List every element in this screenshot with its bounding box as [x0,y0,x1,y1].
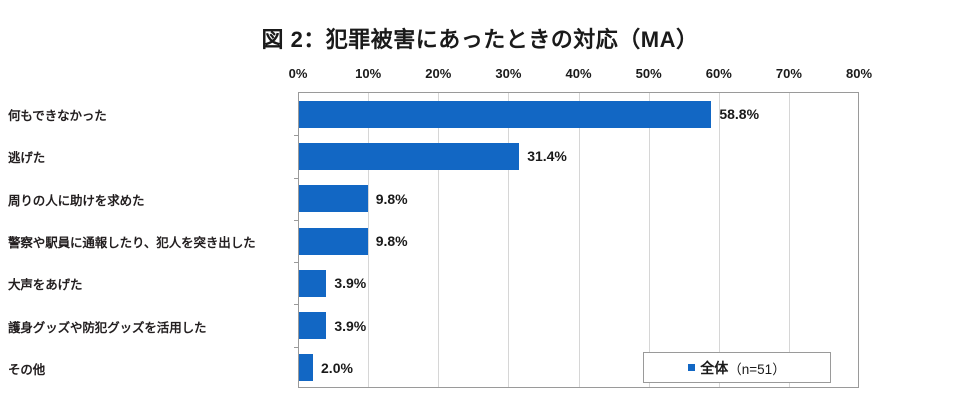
bar[interactable] [299,354,314,382]
category-label: 護身グッズや防犯グッズを活用した [8,320,207,335]
y-axis-tick [294,304,299,306]
bars-layer: 58.8% 31.4% 9.8% 9.8% 3.9% 3.9% 2.0% [294,93,858,387]
bar-row: 3.9% [299,269,858,297]
chart-legend: 全体 （n=51） [643,352,831,383]
bar-value-label: 3.9% [334,275,367,292]
legend-color-swatch-icon [688,364,696,371]
x-axis-tick-labels: 0% 10% 20% 30% 40% 50% 60% 70% 80% [0,66,960,84]
category-label: 警察や駅員に通報したり、犯人を突き出した [8,236,256,250]
x-tick-label: 0% [288,66,308,81]
bar-value-label: 9.8% [375,233,408,249]
bar-value-label: 2.0% [321,359,353,376]
bar-row: 9.8% [299,227,858,255]
bar-value-label: 9.8% [375,190,408,207]
legend-series-count: （n=51） [728,361,786,377]
bar[interactable] [299,312,327,340]
category-label: 大声をあげた [8,278,83,293]
bar-value-label: 31.4% [527,148,567,165]
x-tick-label: 70% [775,66,802,81]
legend-series-name: 全体 [700,359,729,376]
category-label: 周りの人に助けを求めた [8,193,145,208]
chart-title: 図 2：犯罪被害にあったときの対応（MA） [261,27,699,52]
bar[interactable] [299,142,520,170]
category-label: その他 [8,362,46,377]
bar[interactable] [299,227,368,255]
bar[interactable] [299,269,327,297]
bar-row: 3.9% [299,312,858,340]
x-tick-label: 80% [845,66,873,81]
x-tick-label: 30% [495,66,522,81]
bar-value-label: 3.9% [334,317,367,334]
bar[interactable] [299,185,368,213]
bar-row: 9.8% [299,185,858,213]
bar-row: 2.0% [299,354,858,382]
bar-row: 31.4% [299,142,858,170]
category-label: 何もできなかった [8,109,107,124]
x-tick-label: 20% [425,66,452,81]
category-label: 逃げた [8,151,46,166]
y-axis-tick [294,219,299,221]
y-axis-tick [294,346,299,348]
bar[interactable] [299,100,712,128]
category-axis-labels: 何もできなかった 逃げた周りの人に助けを求めた警察や駅員に通報したり、犯人を突き出… [0,92,292,388]
y-axis-tick [294,135,299,137]
x-tick-label: 10% [355,66,382,81]
plot-area: 58.8% 31.4% 9.8% 9.8% 3.9% 3.9% 2.0% [294,92,859,388]
x-tick-label: 60% [705,66,732,81]
x-tick-label: 50% [635,66,662,81]
bar-value-label: 58.8% [719,106,760,123]
bar-row: 58.8% [299,100,858,128]
y-axis-tick [294,177,299,179]
y-axis-tick [294,262,299,264]
x-tick-label: 40% [565,66,592,81]
